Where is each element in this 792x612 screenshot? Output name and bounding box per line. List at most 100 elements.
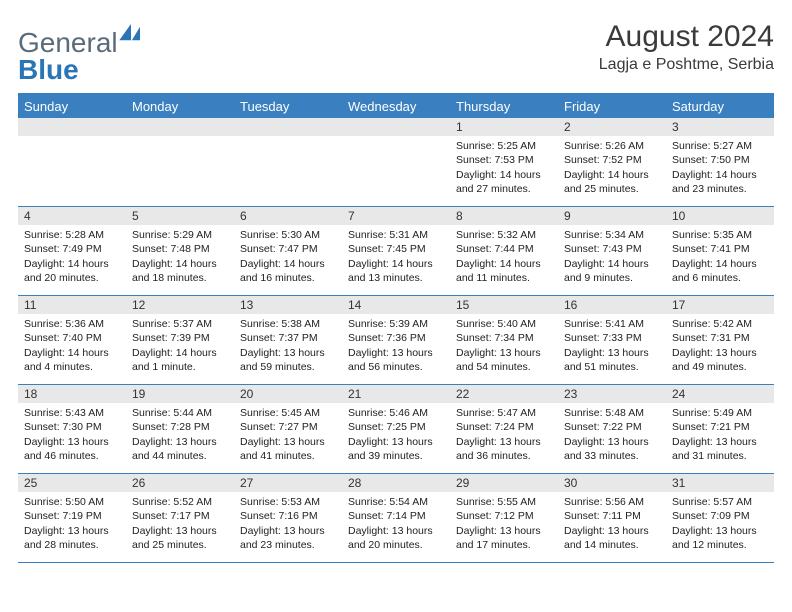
day-details: Sunrise: 5:35 AMSunset: 7:41 PMDaylight:…	[666, 225, 774, 288]
day-number: 30	[558, 474, 666, 492]
month-title: August 2024	[599, 20, 774, 54]
day-details: Sunrise: 5:31 AMSunset: 7:45 PMDaylight:…	[342, 225, 450, 288]
daylight-text: Daylight: 13 hours and 20 minutes.	[348, 524, 444, 552]
day-number: 27	[234, 474, 342, 492]
sunrise-text: Sunrise: 5:27 AM	[672, 139, 768, 153]
sunset-text: Sunset: 7:36 PM	[348, 331, 444, 345]
day-cell: 9Sunrise: 5:34 AMSunset: 7:43 PMDaylight…	[558, 207, 666, 295]
day-number: 17	[666, 296, 774, 314]
weekday-header: Wednesday	[342, 95, 450, 118]
sunrise-text: Sunrise: 5:40 AM	[456, 317, 552, 331]
day-details: Sunrise: 5:37 AMSunset: 7:39 PMDaylight:…	[126, 314, 234, 377]
day-number: 19	[126, 385, 234, 403]
day-details: Sunrise: 5:44 AMSunset: 7:28 PMDaylight:…	[126, 403, 234, 466]
weeks-container: 1Sunrise: 5:25 AMSunset: 7:53 PMDaylight…	[18, 118, 774, 563]
day-cell: 10Sunrise: 5:35 AMSunset: 7:41 PMDayligh…	[666, 207, 774, 295]
daylight-text: Daylight: 14 hours and 6 minutes.	[672, 257, 768, 285]
day-cell	[126, 118, 234, 206]
sunrise-text: Sunrise: 5:41 AM	[564, 317, 660, 331]
day-cell: 31Sunrise: 5:57 AMSunset: 7:09 PMDayligh…	[666, 474, 774, 562]
brand-part1: General	[18, 30, 118, 57]
daylight-text: Daylight: 13 hours and 25 minutes.	[132, 524, 228, 552]
day-number: 9	[558, 207, 666, 225]
day-details: Sunrise: 5:50 AMSunset: 7:19 PMDaylight:…	[18, 492, 126, 555]
daylight-text: Daylight: 13 hours and 59 minutes.	[240, 346, 336, 374]
brand-part2: Blue	[18, 57, 143, 84]
sunset-text: Sunset: 7:16 PM	[240, 509, 336, 523]
sunset-text: Sunset: 7:22 PM	[564, 420, 660, 434]
daylight-text: Daylight: 14 hours and 25 minutes.	[564, 168, 660, 196]
day-cell: 21Sunrise: 5:46 AMSunset: 7:25 PMDayligh…	[342, 385, 450, 473]
day-cell: 11Sunrise: 5:36 AMSunset: 7:40 PMDayligh…	[18, 296, 126, 384]
day-number: 26	[126, 474, 234, 492]
day-cell: 7Sunrise: 5:31 AMSunset: 7:45 PMDaylight…	[342, 207, 450, 295]
day-number: 7	[342, 207, 450, 225]
day-number: 11	[18, 296, 126, 314]
day-number	[18, 118, 126, 136]
day-details: Sunrise: 5:55 AMSunset: 7:12 PMDaylight:…	[450, 492, 558, 555]
sunrise-text: Sunrise: 5:39 AM	[348, 317, 444, 331]
sunrise-text: Sunrise: 5:47 AM	[456, 406, 552, 420]
day-details: Sunrise: 5:48 AMSunset: 7:22 PMDaylight:…	[558, 403, 666, 466]
day-details: Sunrise: 5:42 AMSunset: 7:31 PMDaylight:…	[666, 314, 774, 377]
sunset-text: Sunset: 7:30 PM	[24, 420, 120, 434]
daylight-text: Daylight: 13 hours and 44 minutes.	[132, 435, 228, 463]
daylight-text: Daylight: 13 hours and 51 minutes.	[564, 346, 660, 374]
calendar-page: GeneralBlue August 2024 Lagja e Poshtme,…	[0, 0, 792, 563]
day-cell: 19Sunrise: 5:44 AMSunset: 7:28 PMDayligh…	[126, 385, 234, 473]
sunset-text: Sunset: 7:48 PM	[132, 242, 228, 256]
sunset-text: Sunset: 7:27 PM	[240, 420, 336, 434]
day-number: 10	[666, 207, 774, 225]
sunrise-text: Sunrise: 5:45 AM	[240, 406, 336, 420]
day-number: 14	[342, 296, 450, 314]
sunset-text: Sunset: 7:24 PM	[456, 420, 552, 434]
day-number: 3	[666, 118, 774, 136]
day-details: Sunrise: 5:41 AMSunset: 7:33 PMDaylight:…	[558, 314, 666, 377]
day-cell: 25Sunrise: 5:50 AMSunset: 7:19 PMDayligh…	[18, 474, 126, 562]
day-details: Sunrise: 5:29 AMSunset: 7:48 PMDaylight:…	[126, 225, 234, 288]
sunset-text: Sunset: 7:39 PM	[132, 331, 228, 345]
day-number: 22	[450, 385, 558, 403]
day-cell: 30Sunrise: 5:56 AMSunset: 7:11 PMDayligh…	[558, 474, 666, 562]
day-details: Sunrise: 5:40 AMSunset: 7:34 PMDaylight:…	[450, 314, 558, 377]
day-number: 20	[234, 385, 342, 403]
day-number: 18	[18, 385, 126, 403]
week-row: 4Sunrise: 5:28 AMSunset: 7:49 PMDaylight…	[18, 207, 774, 296]
daylight-text: Daylight: 14 hours and 11 minutes.	[456, 257, 552, 285]
day-details: Sunrise: 5:25 AMSunset: 7:53 PMDaylight:…	[450, 136, 558, 199]
day-number: 25	[18, 474, 126, 492]
day-number: 31	[666, 474, 774, 492]
day-cell: 17Sunrise: 5:42 AMSunset: 7:31 PMDayligh…	[666, 296, 774, 384]
day-cell	[342, 118, 450, 206]
sunrise-text: Sunrise: 5:56 AM	[564, 495, 660, 509]
sunset-text: Sunset: 7:25 PM	[348, 420, 444, 434]
sunset-text: Sunset: 7:09 PM	[672, 509, 768, 523]
day-number	[234, 118, 342, 136]
sunrise-text: Sunrise: 5:49 AM	[672, 406, 768, 420]
week-row: 1Sunrise: 5:25 AMSunset: 7:53 PMDaylight…	[18, 118, 774, 207]
daylight-text: Daylight: 13 hours and 23 minutes.	[240, 524, 336, 552]
day-cell: 16Sunrise: 5:41 AMSunset: 7:33 PMDayligh…	[558, 296, 666, 384]
day-cell: 6Sunrise: 5:30 AMSunset: 7:47 PMDaylight…	[234, 207, 342, 295]
daylight-text: Daylight: 14 hours and 4 minutes.	[24, 346, 120, 374]
day-details: Sunrise: 5:45 AMSunset: 7:27 PMDaylight:…	[234, 403, 342, 466]
sunset-text: Sunset: 7:11 PM	[564, 509, 660, 523]
sunrise-text: Sunrise: 5:26 AM	[564, 139, 660, 153]
sunrise-text: Sunrise: 5:50 AM	[24, 495, 120, 509]
sunset-text: Sunset: 7:19 PM	[24, 509, 120, 523]
day-details: Sunrise: 5:30 AMSunset: 7:47 PMDaylight:…	[234, 225, 342, 288]
week-row: 11Sunrise: 5:36 AMSunset: 7:40 PMDayligh…	[18, 296, 774, 385]
day-details: Sunrise: 5:53 AMSunset: 7:16 PMDaylight:…	[234, 492, 342, 555]
sunrise-text: Sunrise: 5:36 AM	[24, 317, 120, 331]
day-details: Sunrise: 5:54 AMSunset: 7:14 PMDaylight:…	[342, 492, 450, 555]
day-cell: 4Sunrise: 5:28 AMSunset: 7:49 PMDaylight…	[18, 207, 126, 295]
day-number	[126, 118, 234, 136]
day-cell: 22Sunrise: 5:47 AMSunset: 7:24 PMDayligh…	[450, 385, 558, 473]
daylight-text: Daylight: 13 hours and 31 minutes.	[672, 435, 768, 463]
weekday-header: Saturday	[666, 95, 774, 118]
day-cell: 28Sunrise: 5:54 AMSunset: 7:14 PMDayligh…	[342, 474, 450, 562]
sunset-text: Sunset: 7:53 PM	[456, 153, 552, 167]
day-cell: 24Sunrise: 5:49 AMSunset: 7:21 PMDayligh…	[666, 385, 774, 473]
day-cell: 29Sunrise: 5:55 AMSunset: 7:12 PMDayligh…	[450, 474, 558, 562]
sunset-text: Sunset: 7:41 PM	[672, 242, 768, 256]
